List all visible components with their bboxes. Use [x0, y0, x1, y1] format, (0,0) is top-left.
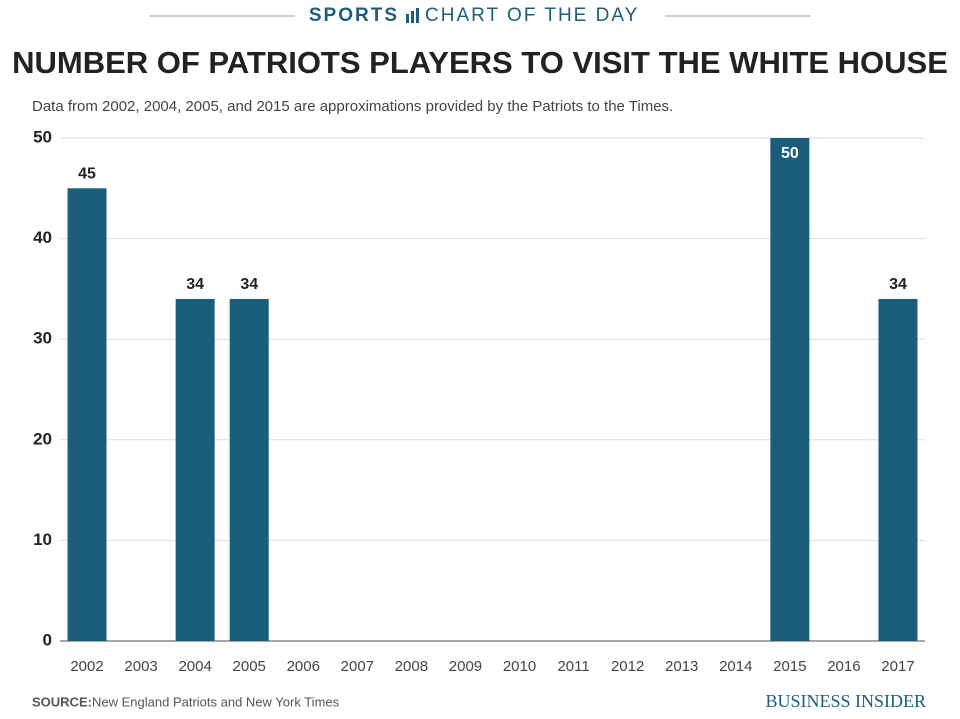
y-tick-label: 50 — [33, 127, 52, 146]
x-tick-label: 2009 — [449, 658, 482, 675]
bar — [229, 298, 269, 641]
x-tick-label: 2008 — [395, 658, 428, 675]
data-label: 45 — [78, 166, 96, 183]
y-tick-label: 40 — [33, 228, 52, 247]
x-tick-label: 2012 — [611, 658, 644, 675]
x-tick-label: 2004 — [178, 658, 211, 675]
data-label: 34 — [240, 276, 258, 293]
chart-title: NUMBER OF PATRIOTS PLAYERS TO VISIT THE … — [12, 45, 948, 80]
y-tick-label: 20 — [33, 429, 52, 448]
data-label: 50 — [781, 145, 799, 162]
bar — [878, 298, 918, 641]
header-section: SPORTS — [309, 5, 399, 26]
x-tick-label: 2005 — [233, 658, 266, 675]
x-tick-label: 2007 — [341, 658, 374, 675]
data-label: 34 — [889, 276, 907, 293]
bar — [770, 138, 810, 641]
y-tick-label: 30 — [33, 329, 52, 348]
header-icon — [406, 8, 419, 23]
source: New England Patriots and New York Times — [92, 694, 340, 709]
header-label: CHART OF THE DAY — [425, 5, 639, 26]
x-tick-label: 2014 — [719, 658, 752, 675]
bar — [67, 188, 107, 642]
x-tick-label: 2015 — [773, 658, 806, 675]
x-tick-label: 2002 — [70, 658, 103, 675]
x-tick-label: 2016 — [827, 658, 860, 675]
y-tick-label: 0 — [43, 630, 52, 649]
x-tick-label: 2010 — [503, 658, 536, 675]
x-tick-label: 2013 — [665, 658, 698, 675]
source-label: SOURCE: — [32, 694, 92, 709]
x-tick-label: 2011 — [557, 658, 589, 675]
chart-subtitle: Data from 2002, 2004, 2005, and 2015 are… — [32, 98, 673, 115]
data-label: 34 — [186, 276, 204, 293]
brand: BUSINESS INSIDER — [765, 691, 926, 711]
x-tick-label: 2003 — [124, 658, 157, 675]
x-tick-label: 2017 — [881, 658, 914, 675]
bar — [175, 298, 215, 641]
y-tick-label: 10 — [33, 530, 52, 549]
x-tick-label: 2006 — [287, 658, 320, 675]
